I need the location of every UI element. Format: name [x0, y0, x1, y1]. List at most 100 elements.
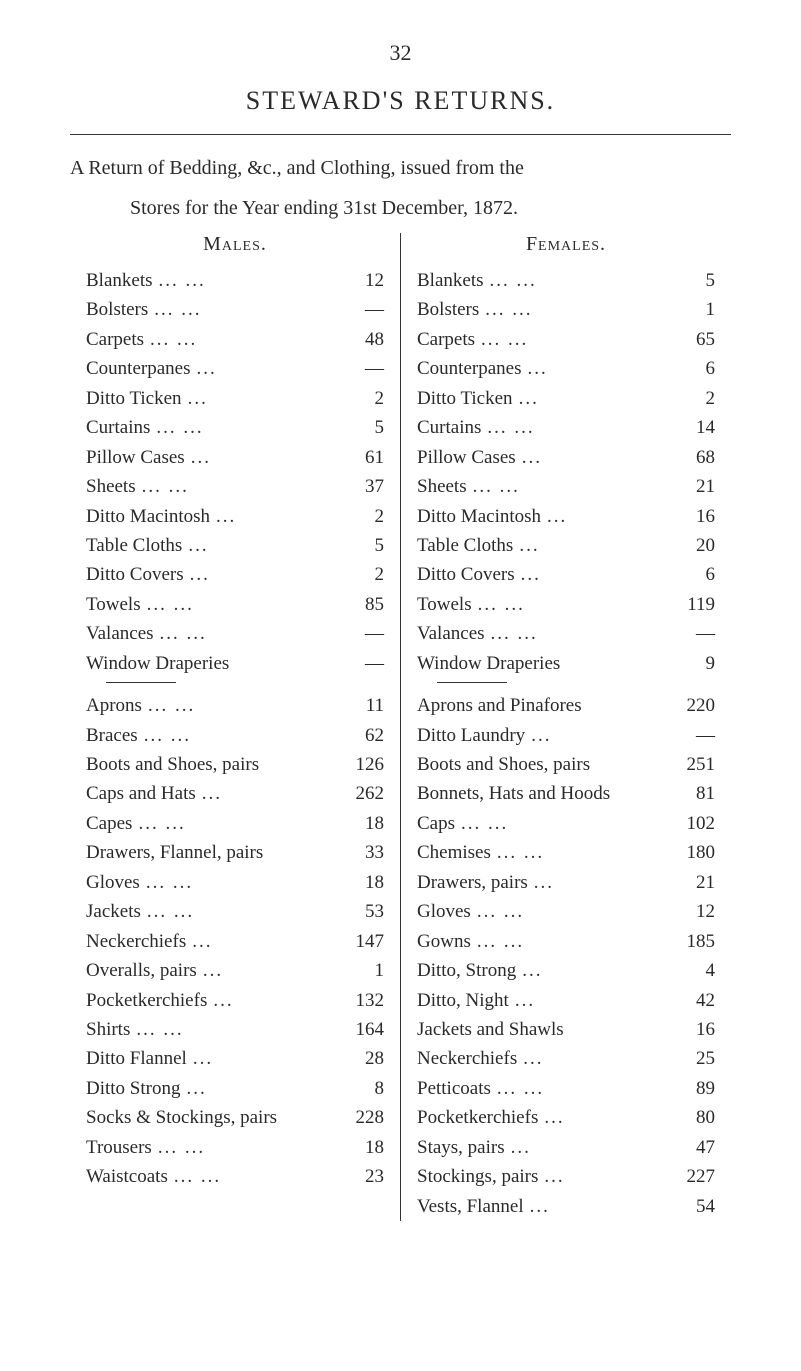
item-dots: ...	[524, 1192, 556, 1221]
item-dots: ... ...	[475, 325, 534, 354]
list-item: Counterpanes...6	[417, 354, 715, 383]
item-label: Aprons and Pinafores	[417, 691, 582, 720]
item-dots: ...	[182, 531, 214, 560]
item-label: Gloves	[86, 868, 140, 897]
list-item: Overalls, pairs...1	[86, 956, 384, 985]
list-item: Aprons and Pinafores220	[417, 691, 715, 720]
list-item: Aprons... ...11	[86, 691, 384, 720]
item-value: 80	[665, 1103, 715, 1132]
item-dots: ...	[516, 443, 548, 472]
item-dots: ...	[207, 986, 239, 1015]
list-item: Towels... ...85	[86, 590, 384, 619]
item-label: Valances	[86, 619, 154, 648]
item-label: Capes	[86, 809, 132, 838]
males-section-1: Blankets... ...12Bolsters... ...—Carpets…	[86, 266, 384, 678]
item-label: Pocketkerchiefs	[86, 986, 207, 1015]
list-item: Blankets... ...12	[86, 266, 384, 295]
item-label: Drawers, pairs	[417, 868, 528, 897]
item-label: Sheets	[86, 472, 136, 501]
list-item: Drawers, Flannel, pairs33	[86, 838, 384, 867]
list-item: Chemises... ...180	[417, 838, 715, 867]
item-label: Carpets	[417, 325, 475, 354]
item-label: Stays, pairs	[417, 1133, 505, 1162]
item-value: 1	[665, 295, 715, 324]
item-value: —	[665, 721, 715, 750]
item-value: 54	[665, 1192, 715, 1221]
list-item: Bolsters... ...1	[417, 295, 715, 324]
list-item: Pocketkerchiefs...80	[417, 1103, 715, 1132]
item-value: 18	[334, 868, 384, 897]
item-dots: ... ...	[484, 266, 543, 295]
list-item: Neckerchiefs...25	[417, 1044, 715, 1073]
item-value: 68	[665, 443, 715, 472]
item-label: Curtains	[417, 413, 481, 442]
item-value: 81	[665, 779, 715, 808]
item-dots: ...	[517, 1044, 549, 1073]
list-item: Stockings, pairs...227	[417, 1162, 715, 1191]
females-column: Females. Blankets... ...5Bolsters... ...…	[401, 233, 731, 1221]
item-value: 25	[665, 1044, 715, 1073]
item-value: 85	[334, 590, 384, 619]
item-dots: ... ...	[141, 897, 200, 926]
list-item: Ditto Laundry...—	[417, 721, 715, 750]
item-dots: ... ...	[467, 472, 526, 501]
item-dots: ...	[184, 560, 216, 589]
item-label: Caps and Hats	[86, 779, 196, 808]
intro-line-2: Stores for the Year ending 31st December…	[70, 193, 731, 223]
item-value: 185	[665, 927, 715, 956]
intro-line-1: A Return of Bedding, &c., and Clothing, …	[70, 153, 731, 183]
item-dots: ... ...	[168, 1162, 227, 1191]
item-label: Petticoats	[417, 1074, 491, 1103]
item-dots: ...	[210, 502, 242, 531]
list-item: Sheets... ...37	[86, 472, 384, 501]
item-value: 2	[334, 560, 384, 589]
list-item: Bolsters... ...—	[86, 295, 384, 324]
list-item: Boots and Shoes, pairs126	[86, 750, 384, 779]
item-value: 42	[665, 986, 715, 1015]
item-label: Vests, Flannel	[417, 1192, 524, 1221]
list-item: Curtains... ...5	[86, 413, 384, 442]
item-label: Neckerchiefs	[86, 927, 186, 956]
item-dots: ... ...	[491, 838, 550, 867]
item-dots: ... ...	[150, 413, 209, 442]
list-item: Shirts... ...164	[86, 1015, 384, 1044]
item-label: Drawers, Flannel, pairs	[86, 838, 263, 867]
item-value: 62	[334, 721, 384, 750]
item-value: 180	[665, 838, 715, 867]
item-dots: ... ...	[471, 897, 530, 926]
item-label: Bolsters	[86, 295, 148, 324]
item-dots: ... ...	[491, 1074, 550, 1103]
item-dots: ...	[513, 384, 545, 413]
list-item: Ditto Macintosh...16	[417, 502, 715, 531]
item-label: Ditto Macintosh	[86, 502, 210, 531]
item-label: Ditto, Night	[417, 986, 509, 1015]
item-value: 8	[334, 1074, 384, 1103]
item-label: Curtains	[86, 413, 150, 442]
list-item: Gowns... ...185	[417, 927, 715, 956]
item-label: Boots and Shoes, pairs	[417, 750, 590, 779]
item-value: 126	[334, 750, 384, 779]
list-item: Ditto, Strong...4	[417, 956, 715, 985]
females-header: Females.	[417, 233, 715, 256]
list-item: Trousers... ...18	[86, 1133, 384, 1162]
item-label: Trousers	[86, 1133, 152, 1162]
item-value: 89	[665, 1074, 715, 1103]
item-label: Towels	[417, 590, 472, 619]
item-dots: ...	[180, 1074, 212, 1103]
item-dots: ...	[538, 1162, 570, 1191]
item-dots: ...	[513, 531, 545, 560]
item-dots: ...	[515, 560, 547, 589]
item-value: 12	[334, 266, 384, 295]
list-item: Pocketkerchiefs...132	[86, 986, 384, 1015]
item-label: Stockings, pairs	[417, 1162, 538, 1191]
item-dots: ... ...	[141, 590, 200, 619]
item-label: Counterpanes	[417, 354, 521, 383]
item-value: 1	[334, 956, 384, 985]
section-divider	[437, 682, 507, 683]
item-value: 23	[334, 1162, 384, 1191]
item-label: Table Cloths	[417, 531, 513, 560]
item-dots: ...	[196, 779, 228, 808]
item-label: Table Cloths	[86, 531, 182, 560]
females-section-2: Aprons and Pinafores220Ditto Laundry...—…	[417, 691, 715, 1221]
item-label: Bonnets, Hats and Hoods	[417, 779, 610, 808]
